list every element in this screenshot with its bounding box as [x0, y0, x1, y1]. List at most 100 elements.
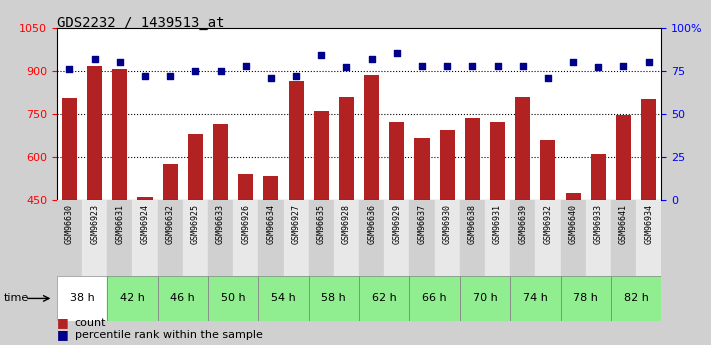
- Text: GSM96641: GSM96641: [619, 204, 628, 244]
- Bar: [314, 111, 328, 200]
- Text: GSM96927: GSM96927: [292, 204, 301, 244]
- Bar: [364, 75, 379, 200]
- Point: [366, 56, 378, 61]
- Bar: [158, 200, 183, 276]
- Bar: [263, 176, 279, 200]
- Text: GSM96630: GSM96630: [65, 204, 74, 244]
- Point: [215, 68, 226, 73]
- Text: GSM96637: GSM96637: [417, 204, 427, 244]
- Bar: [611, 276, 661, 321]
- Text: GSM96932: GSM96932: [543, 204, 552, 244]
- Text: GSM96924: GSM96924: [141, 204, 149, 244]
- Text: percentile rank within the sample: percentile rank within the sample: [75, 330, 262, 339]
- Bar: [384, 200, 410, 276]
- Bar: [158, 276, 208, 321]
- Bar: [586, 200, 611, 276]
- Text: GSM96931: GSM96931: [493, 204, 502, 244]
- Bar: [82, 200, 107, 276]
- Bar: [434, 200, 460, 276]
- Bar: [57, 200, 82, 276]
- Text: GSM96632: GSM96632: [166, 204, 175, 244]
- Bar: [591, 154, 606, 200]
- Text: count: count: [75, 318, 106, 327]
- Text: 70 h: 70 h: [473, 294, 497, 303]
- Bar: [465, 118, 480, 200]
- Point: [442, 63, 453, 68]
- Text: GSM96635: GSM96635: [317, 204, 326, 244]
- Bar: [611, 200, 636, 276]
- Bar: [183, 200, 208, 276]
- Point: [466, 63, 478, 68]
- Text: GSM96923: GSM96923: [90, 204, 99, 244]
- Bar: [641, 99, 656, 200]
- Bar: [565, 193, 581, 200]
- Bar: [188, 134, 203, 200]
- Text: GSM96925: GSM96925: [191, 204, 200, 244]
- Point: [567, 59, 579, 65]
- Point: [618, 63, 629, 68]
- Point: [592, 65, 604, 70]
- Bar: [309, 200, 334, 276]
- Bar: [208, 200, 233, 276]
- Bar: [334, 200, 359, 276]
- Point: [64, 66, 75, 72]
- Text: GSM96933: GSM96933: [594, 204, 603, 244]
- Bar: [213, 124, 228, 200]
- Bar: [107, 276, 158, 321]
- Text: GSM96640: GSM96640: [569, 204, 577, 244]
- Bar: [309, 276, 359, 321]
- Bar: [258, 200, 284, 276]
- Point: [89, 56, 100, 61]
- Bar: [410, 276, 460, 321]
- Bar: [62, 98, 77, 200]
- Bar: [540, 140, 555, 200]
- Text: GSM96934: GSM96934: [644, 204, 653, 244]
- Text: GSM96639: GSM96639: [518, 204, 528, 244]
- Text: 50 h: 50 h: [221, 294, 245, 303]
- Point: [290, 73, 301, 79]
- Text: 54 h: 54 h: [271, 294, 296, 303]
- Bar: [515, 97, 530, 200]
- Bar: [560, 200, 586, 276]
- Bar: [258, 276, 309, 321]
- Text: GSM96633: GSM96633: [216, 204, 225, 244]
- Text: 66 h: 66 h: [422, 294, 447, 303]
- Bar: [460, 276, 510, 321]
- Point: [391, 51, 402, 56]
- Bar: [389, 122, 405, 200]
- Bar: [57, 276, 107, 321]
- Text: GSM96631: GSM96631: [115, 204, 124, 244]
- Text: GSM96638: GSM96638: [468, 204, 477, 244]
- Text: time: time: [4, 294, 29, 303]
- Bar: [415, 138, 429, 200]
- Bar: [510, 276, 560, 321]
- Text: GSM96929: GSM96929: [392, 204, 401, 244]
- Text: 46 h: 46 h: [171, 294, 195, 303]
- Bar: [460, 200, 485, 276]
- Bar: [233, 200, 258, 276]
- Point: [643, 59, 654, 65]
- Bar: [490, 122, 505, 200]
- Point: [265, 75, 277, 80]
- Bar: [284, 200, 309, 276]
- Text: 74 h: 74 h: [523, 294, 547, 303]
- Text: GDS2232 / 1439513_at: GDS2232 / 1439513_at: [57, 16, 225, 30]
- Bar: [359, 200, 384, 276]
- Text: ■: ■: [57, 328, 69, 341]
- Text: GSM96634: GSM96634: [267, 204, 275, 244]
- Bar: [339, 97, 354, 200]
- Point: [139, 73, 151, 79]
- Text: 82 h: 82 h: [624, 294, 648, 303]
- Point: [542, 75, 554, 80]
- Text: ■: ■: [57, 316, 69, 329]
- Bar: [238, 174, 253, 200]
- Point: [190, 68, 201, 73]
- Point: [417, 63, 428, 68]
- Point: [492, 63, 503, 68]
- Bar: [112, 69, 127, 200]
- Bar: [439, 130, 455, 200]
- Bar: [485, 200, 510, 276]
- Text: GSM96930: GSM96930: [443, 204, 451, 244]
- Point: [240, 63, 252, 68]
- Bar: [208, 276, 258, 321]
